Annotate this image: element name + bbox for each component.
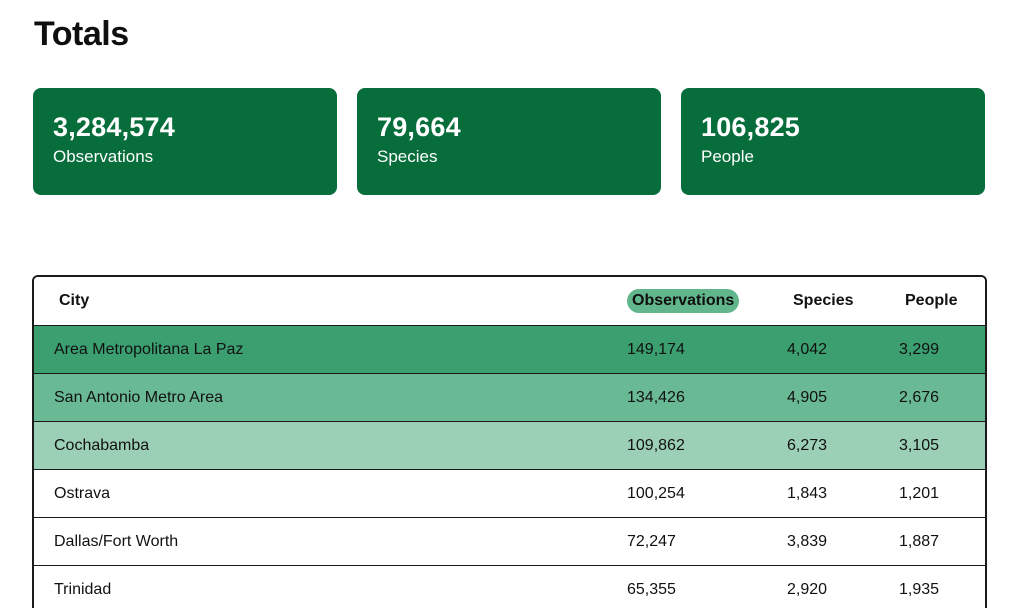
observations-card: 3,284,574 Observations bbox=[33, 88, 337, 195]
cell-observations: 134,426 bbox=[627, 388, 685, 406]
people-label: People bbox=[701, 147, 754, 166]
people-card: 106,825 People bbox=[681, 88, 985, 195]
cell-species: 2,920 bbox=[787, 580, 828, 598]
cell-observations: 72,247 bbox=[627, 532, 676, 550]
table-row: Trinidad 65,355 2,920 1,935 bbox=[34, 566, 985, 608]
observations-label: Observations bbox=[53, 147, 154, 166]
column-header-city[interactable]: City bbox=[59, 292, 90, 309]
cell-species: 4,042 bbox=[787, 340, 828, 358]
column-header-observations[interactable]: Observations bbox=[627, 289, 787, 313]
table-row: Dallas/Fort Worth 72,247 3,839 1,887 bbox=[34, 518, 985, 566]
cell-people: 2,676 bbox=[899, 388, 940, 406]
cell-species: 3,839 bbox=[787, 532, 828, 550]
cities-table: City Observations Species People Area Me… bbox=[32, 275, 987, 608]
table-row: Area Metropolitana La Paz 149,174 4,042 … bbox=[34, 326, 985, 374]
cell-people: 1,935 bbox=[899, 580, 940, 598]
species-total: 79,664 bbox=[377, 112, 461, 142]
cell-people: 1,201 bbox=[899, 484, 940, 502]
cell-city: San Antonio Metro Area bbox=[54, 388, 223, 406]
table-header: City Observations Species People bbox=[34, 277, 985, 326]
cell-city: Ostrava bbox=[54, 484, 111, 502]
cell-species: 6,273 bbox=[787, 436, 828, 454]
totals-cards: 3,284,574 Observations 79,664 Species 10… bbox=[33, 88, 985, 195]
cell-observations: 109,862 bbox=[627, 436, 685, 454]
cell-observations: 100,254 bbox=[627, 484, 685, 502]
cell-observations: 65,355 bbox=[627, 580, 676, 598]
column-header-people[interactable]: People bbox=[905, 292, 958, 309]
table-row: Cochabamba 109,862 6,273 3,105 bbox=[34, 422, 985, 470]
sorted-column-pill[interactable]: Observations bbox=[627, 289, 740, 313]
species-card: 79,664 Species bbox=[357, 88, 661, 195]
species-label: Species bbox=[377, 147, 438, 166]
cell-city: Dallas/Fort Worth bbox=[54, 532, 179, 550]
cell-people: 3,105 bbox=[899, 436, 940, 454]
cell-observations: 149,174 bbox=[627, 340, 685, 358]
page-title: Totals bbox=[34, 15, 129, 53]
table-row: San Antonio Metro Area 134,426 4,905 2,6… bbox=[34, 374, 985, 422]
cell-city: Cochabamba bbox=[54, 436, 150, 454]
observations-total: 3,284,574 bbox=[53, 112, 175, 142]
cell-city: Area Metropolitana La Paz bbox=[54, 340, 244, 358]
cell-species: 1,843 bbox=[787, 484, 828, 502]
table-row: Ostrava 100,254 1,843 1,201 bbox=[34, 470, 985, 518]
cell-species: 4,905 bbox=[787, 388, 828, 406]
cell-people: 3,299 bbox=[899, 340, 940, 358]
column-header-species[interactable]: Species bbox=[793, 292, 854, 309]
people-total: 106,825 bbox=[701, 112, 800, 142]
cell-people: 1,887 bbox=[899, 532, 940, 550]
cell-city: Trinidad bbox=[54, 580, 112, 598]
